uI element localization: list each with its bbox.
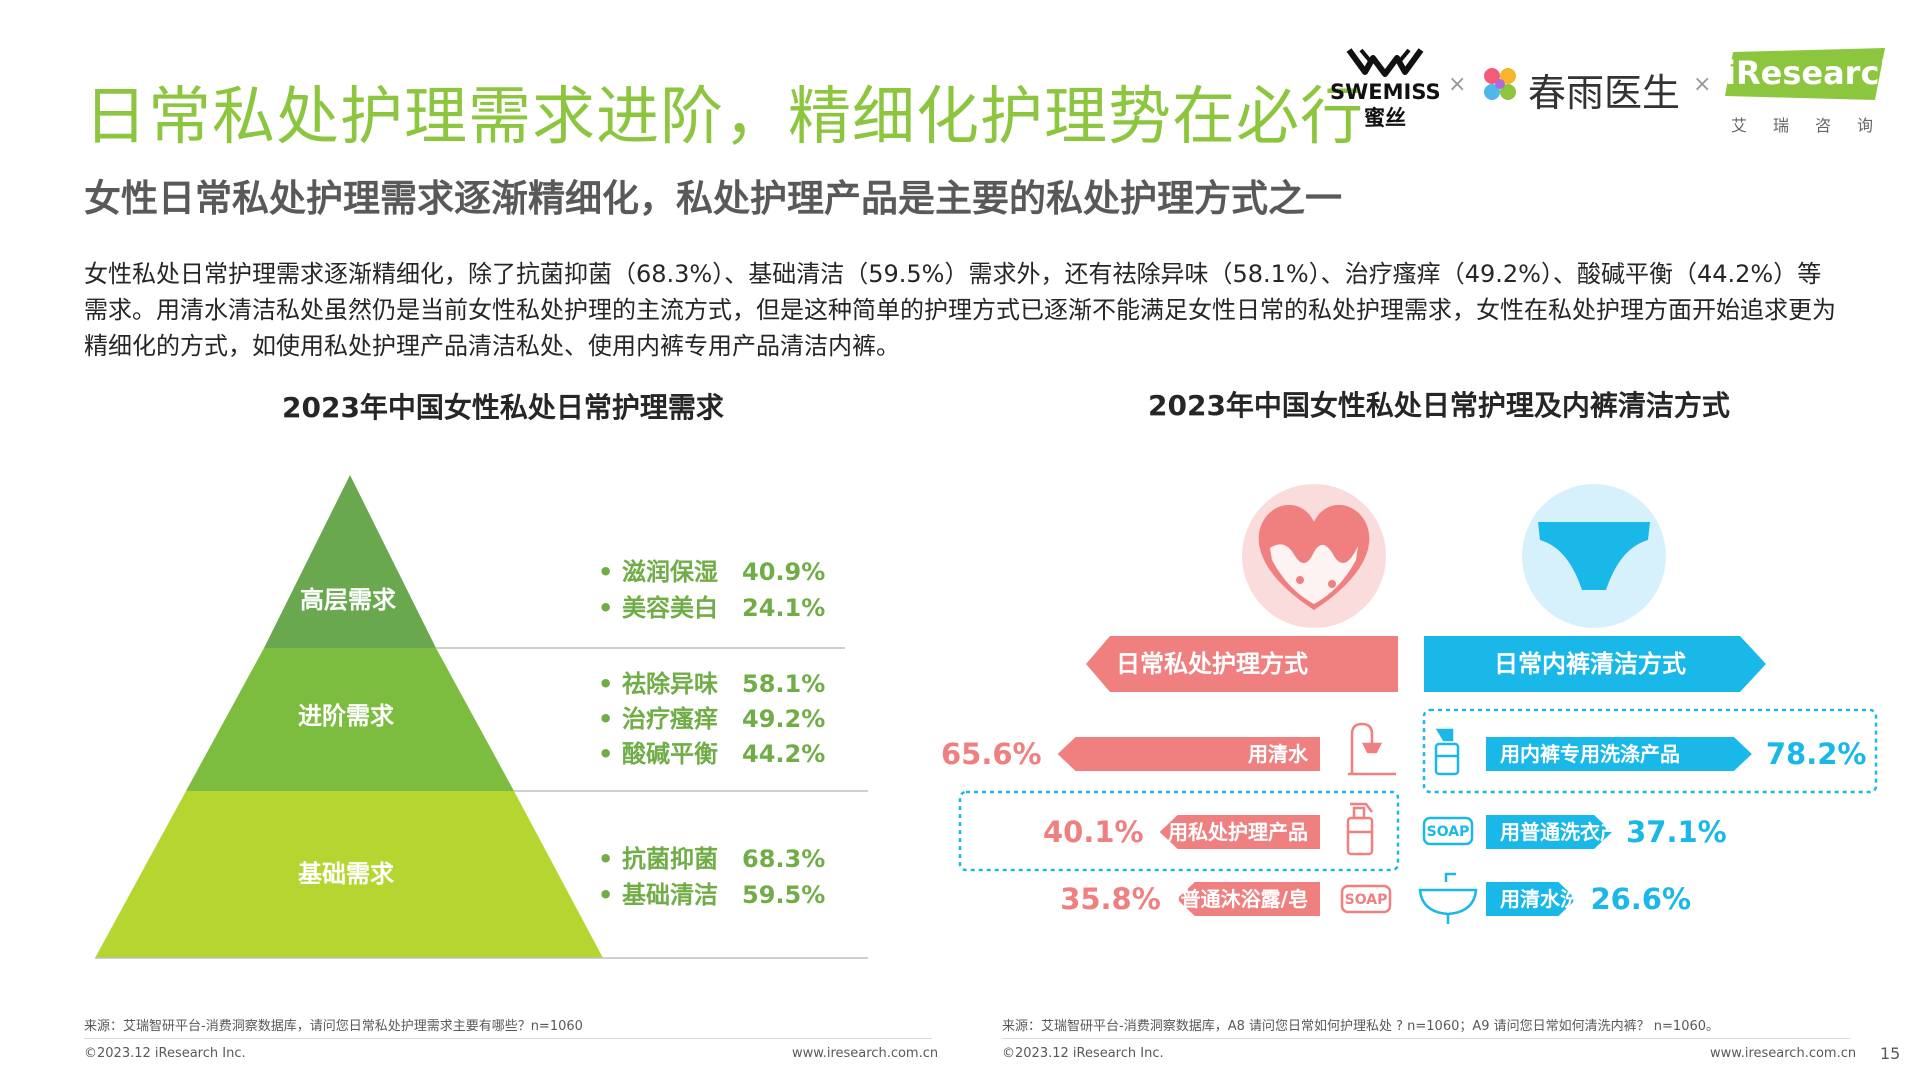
- swemiss-mark-icon: [1346, 48, 1424, 77]
- left-source-note: 来源：艾瑞智研平台-消费洞察数据库，请问您日常私处护理需求主要有哪些？n=106…: [84, 1019, 583, 1034]
- shower-icon: [1348, 722, 1396, 776]
- tier-label-mid: 进阶需求: [298, 702, 394, 730]
- need-label: 治疗瘙痒: [622, 705, 718, 733]
- soap-text: SOAP: [1345, 892, 1388, 908]
- pyramid-tier-top: [264, 475, 436, 648]
- swemiss-name: SWEMISS: [1330, 80, 1441, 104]
- personal-care-header-label: 日常私处护理方式: [1116, 650, 1308, 678]
- iresearch-cn-name: 艾瑞咨询: [1731, 116, 1900, 135]
- need-value: 24.1%: [742, 594, 826, 622]
- iresearch-name: iResearch: [1725, 54, 1903, 92]
- need-label: 祛除异味: [622, 670, 718, 698]
- need-item: • 抗菌抑菌 68.3%: [598, 839, 825, 874]
- footer-divider-left: [84, 1038, 932, 1039]
- need-item: • 美容美白 24.1%: [598, 588, 825, 623]
- right-bar-value: 37.1%: [1626, 815, 1727, 849]
- pump-bottle-icon: [1346, 802, 1374, 856]
- left-bar: [1159, 815, 1320, 849]
- need-value: 58.1%: [742, 670, 826, 698]
- right-chart-title: 2023年中国女性私处日常护理及内裤清洁方式: [1148, 389, 1730, 422]
- need-item: • 酸碱平衡 44.2%: [598, 734, 825, 769]
- logo-bar: SWEMISS 蜜丝 × 春雨医生 × iResearch 艾瑞咨询: [1330, 42, 1902, 142]
- underwear-care-header-label: 日常内裤清洁方式: [1494, 650, 1686, 678]
- right-bar: [1486, 882, 1577, 916]
- need-label: 基础清洁: [622, 881, 718, 909]
- iresearch-banner-icon: [1725, 48, 1885, 100]
- need-value: 40.9%: [742, 558, 826, 586]
- need-item: • 治疗瘙痒 49.2%: [598, 699, 825, 734]
- need-label: 酸碱平衡: [622, 740, 718, 768]
- washbasin-icon: [1418, 872, 1478, 924]
- left-bar-value: 40.1%: [1043, 815, 1144, 849]
- chunyu-name: 春雨医生: [1528, 71, 1681, 115]
- left-chart-title: 2023年中国女性私处日常护理需求: [282, 391, 724, 424]
- right-bar-value: 26.6%: [1590, 882, 1691, 916]
- copyright-right: ©2023.12 iResearch Inc.: [1002, 1046, 1164, 1061]
- website-link-left[interactable]: www.iresearch.com.cn: [792, 1046, 939, 1061]
- footer-divider-right: [1002, 1038, 1850, 1039]
- need-label: 抗菌抑菌: [622, 845, 718, 873]
- tier-label-top: 高层需求: [300, 586, 396, 614]
- spray-bottle-icon: [1434, 728, 1460, 776]
- right-bar: [1486, 737, 1752, 771]
- right-bar-label: 用普通洗衣产品: [1500, 820, 1640, 844]
- right-bar-label: 用内裤专用洗涤产品: [1500, 742, 1680, 766]
- swemiss-logo: SWEMISS 蜜丝: [1330, 46, 1441, 132]
- underwear-icon: [1522, 484, 1666, 628]
- chunyu-flower-icon: [1484, 68, 1516, 100]
- times-separator: ×: [1693, 72, 1712, 97]
- left-bar-label: 用普通沐浴露/皂: [1161, 887, 1308, 911]
- left-bar: [1176, 882, 1320, 916]
- need-value: 49.2%: [742, 705, 826, 733]
- need-item: • 滋润保湿 40.9%: [598, 552, 825, 587]
- soap-icon-left: SOAP: [1340, 884, 1392, 914]
- left-bar-value: 65.6%: [941, 737, 1042, 771]
- times-separator: ×: [1448, 72, 1467, 97]
- soap-text: SOAP: [1427, 824, 1470, 840]
- left-bar-label: 用清水: [1248, 742, 1309, 766]
- need-label: 美容美白: [622, 594, 718, 622]
- personal-care-header-arrow: [1086, 636, 1398, 692]
- pyramid-tier-base: [95, 791, 603, 958]
- need-label: 滋润保湿: [622, 558, 718, 586]
- left-bar: [1057, 737, 1320, 771]
- need-value: 68.3%: [742, 845, 826, 873]
- need-item: • 祛除异味 58.1%: [598, 664, 825, 699]
- heart-drop-icon: [1242, 484, 1386, 628]
- page-title: 日常私处护理需求进阶，精细化护理势在必行: [84, 80, 1364, 153]
- tier-label-base: 基础需求: [298, 860, 394, 888]
- copyright-left: ©2023.12 iResearch Inc.: [84, 1046, 246, 1061]
- soap-icon-right: SOAP: [1422, 816, 1474, 846]
- highlight-box-private-product: [958, 790, 1400, 872]
- need-value: 59.5%: [742, 881, 826, 909]
- right-bar-label: 用清水洗涤: [1500, 887, 1600, 911]
- left-bar-value: 35.8%: [1060, 882, 1161, 916]
- need-value: 44.2%: [742, 740, 826, 768]
- need-item: • 基础清洁 59.5%: [598, 875, 825, 910]
- right-bar: [1486, 815, 1613, 849]
- underwear-care-header-arrow: [1424, 636, 1766, 692]
- right-bar-value: 78.2%: [1766, 737, 1867, 771]
- page-subtitle: 女性日常私处护理需求逐渐精细化，私处护理产品是主要的私处护理方式之一: [84, 177, 1342, 220]
- body-paragraph: 女性私处日常护理需求逐渐精细化，除了抗菌抑菌（68.3%）、基础清洁（59.5%…: [84, 260, 1836, 360]
- swemiss-cn-name: 蜜丝: [1364, 106, 1406, 130]
- left-bar-label: 用私处护理产品: [1168, 820, 1308, 844]
- right-source-note: 来源：艾瑞智研平台-消费洞察数据库，A8 请问您日常如何护理私处 ? n=106…: [1002, 1019, 1720, 1034]
- page-number: 15: [1880, 1044, 1901, 1063]
- highlight-box-underwear-product: [1422, 708, 1878, 794]
- pyramid-tier-mid: [186, 648, 514, 791]
- website-link-right[interactable]: www.iresearch.com.cn: [1710, 1046, 1857, 1061]
